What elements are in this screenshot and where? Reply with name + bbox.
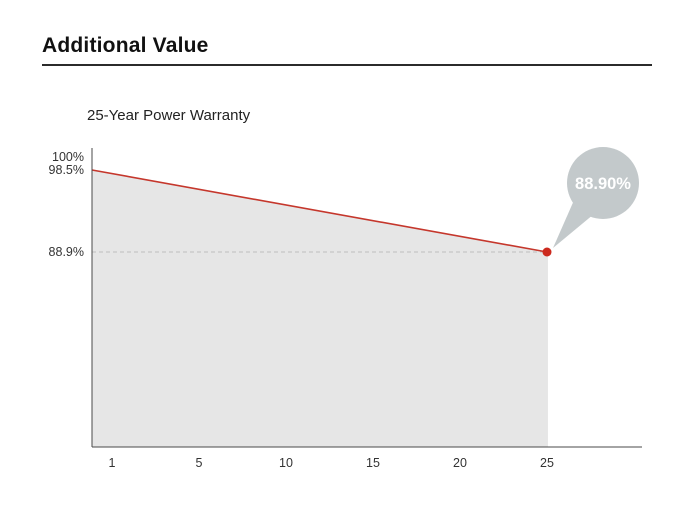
y-tick-label: 98.5% (49, 163, 84, 177)
x-tick-label: 1 (109, 456, 116, 470)
value-callout: 88.90% (553, 147, 639, 248)
x-tick-label: 10 (279, 456, 293, 470)
y-tick-label: 88.9% (49, 245, 84, 259)
y-axis-labels: 100%98.5% 88.9% (49, 150, 84, 259)
area-fill (92, 170, 547, 447)
end-point-dot (542, 247, 552, 257)
y-tick-label: 100% (52, 150, 84, 164)
x-tick-label: 25 (540, 456, 554, 470)
title-divider (42, 64, 652, 66)
x-tick-label: 5 (196, 456, 203, 470)
page-title: Additional Value (42, 34, 209, 57)
warranty-line (91, 169, 548, 253)
x-tick-label: 15 (366, 456, 380, 470)
callout-bubble (567, 147, 639, 219)
chart-title: 25-Year Power Warranty (87, 107, 251, 124)
x-tick-label: 20 (453, 456, 467, 470)
callout-label: 88.90% (575, 175, 631, 193)
x-axis-labels: 1 5 10 15 20 25 (109, 456, 554, 470)
